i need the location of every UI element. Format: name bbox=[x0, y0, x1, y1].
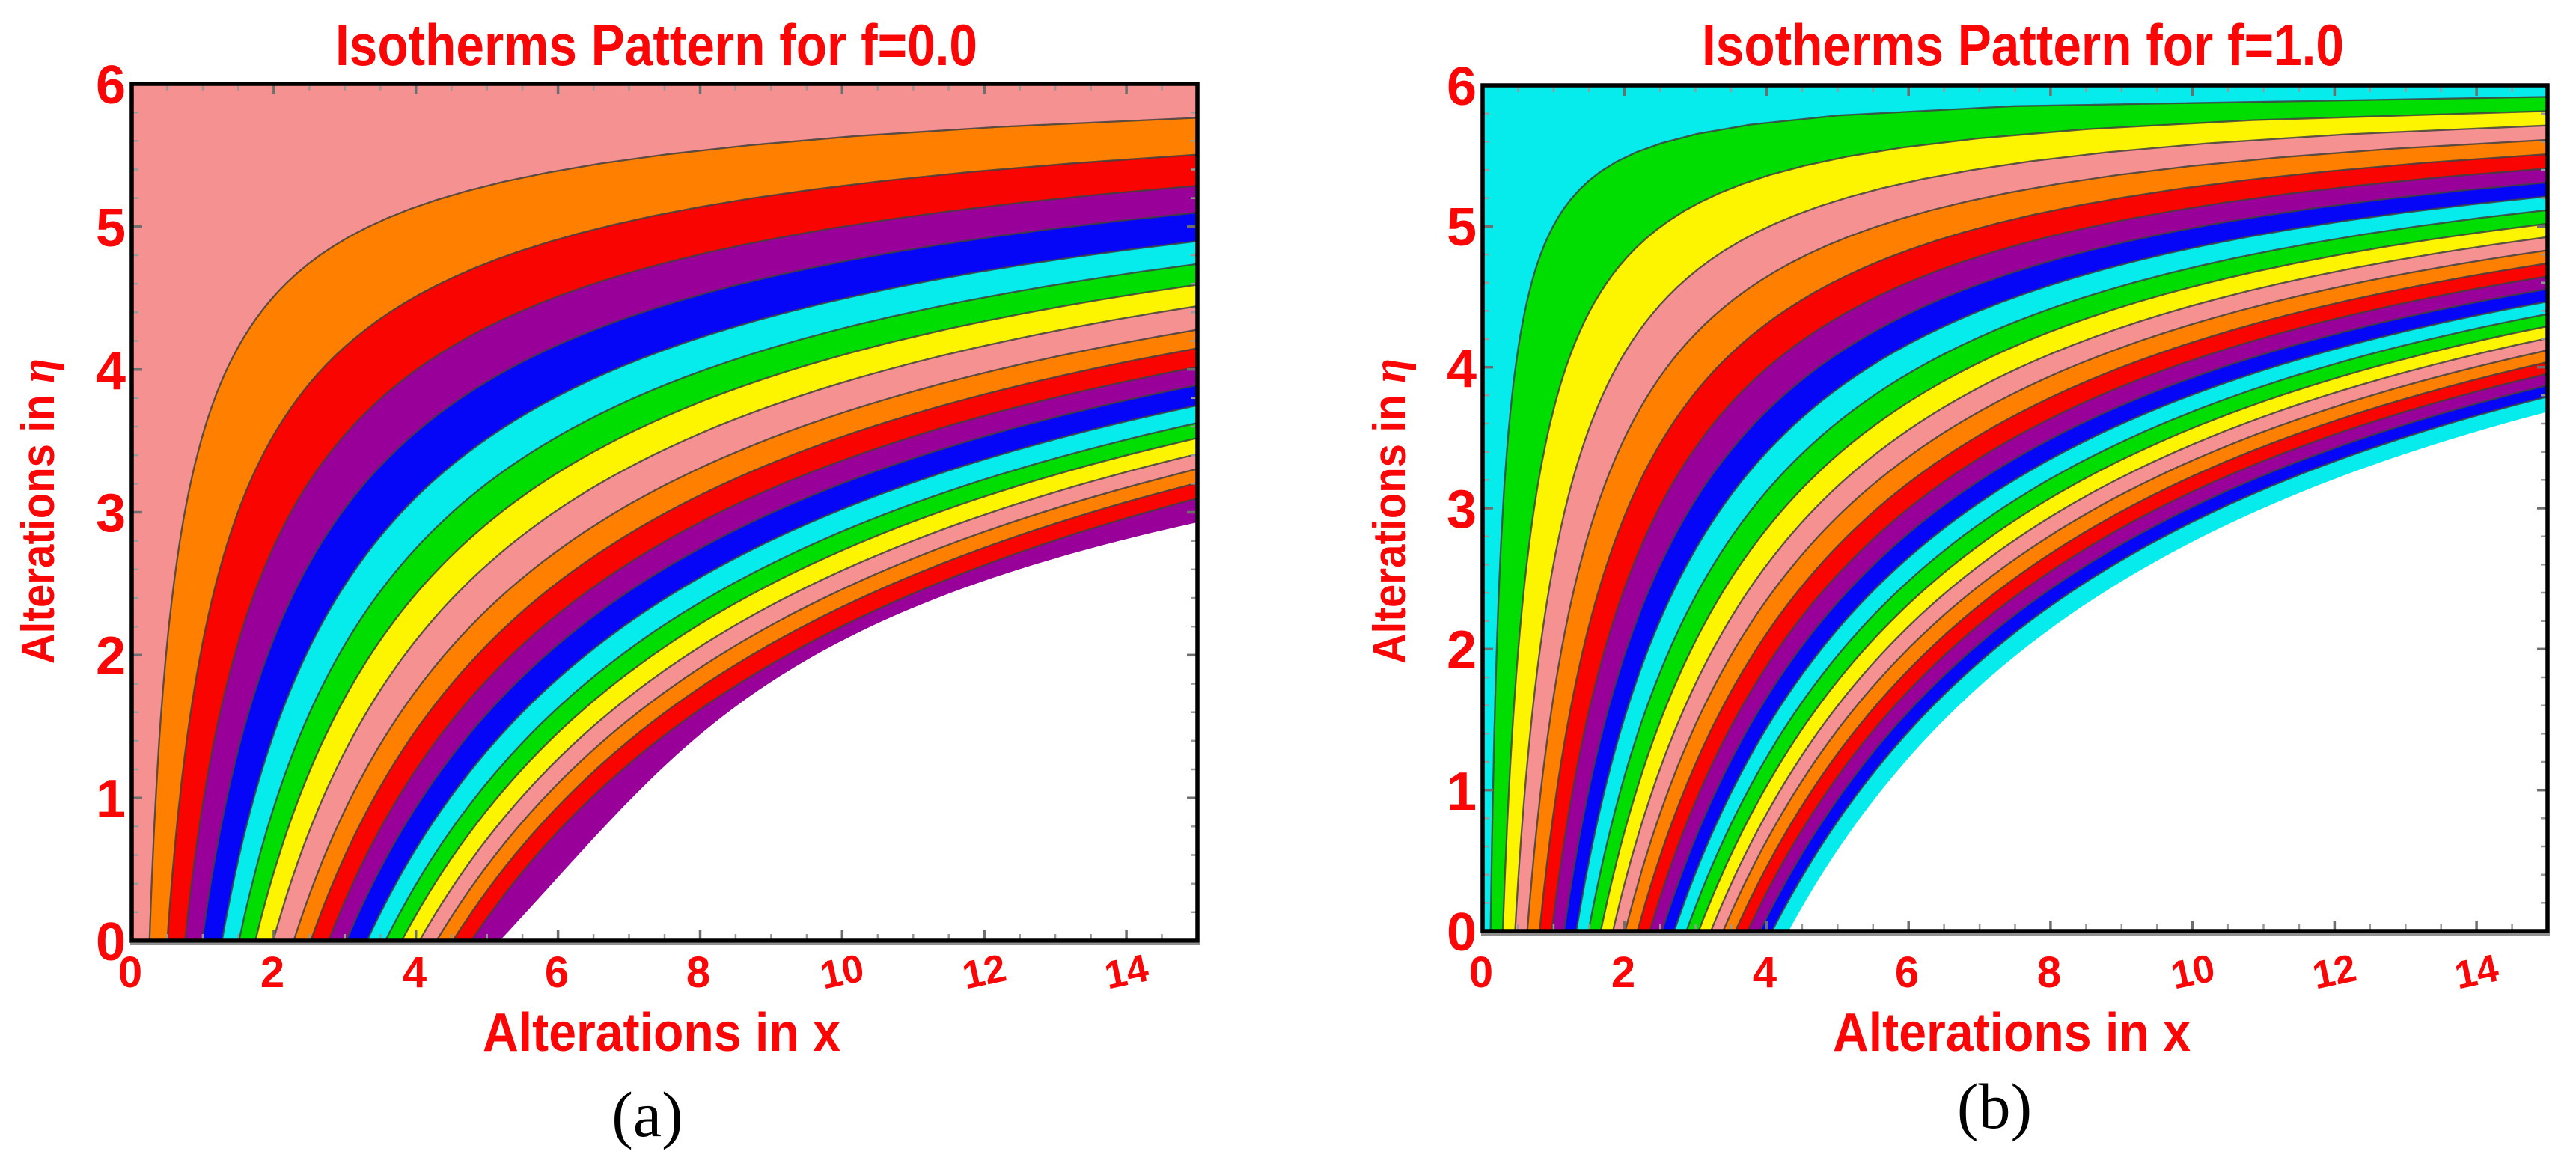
svg-text:8: 8 bbox=[686, 948, 710, 997]
svg-text:4: 4 bbox=[1753, 948, 1777, 997]
svg-text:2: 2 bbox=[96, 626, 126, 686]
svg-text:2: 2 bbox=[1611, 948, 1635, 997]
svg-text:4: 4 bbox=[1447, 339, 1477, 399]
svg-text:10: 10 bbox=[817, 947, 868, 998]
svg-text:4: 4 bbox=[403, 948, 427, 997]
svg-text:Isotherms Pattern for f=0.0: Isotherms Pattern for f=0.0 bbox=[335, 12, 977, 78]
svg-text:3: 3 bbox=[96, 483, 126, 543]
svg-text:Alterations in η: Alterations in η bbox=[10, 358, 65, 664]
svg-text:(a): (a) bbox=[611, 1078, 683, 1150]
svg-text:6: 6 bbox=[1447, 57, 1477, 117]
svg-text:1: 1 bbox=[96, 769, 126, 829]
svg-text:12: 12 bbox=[2309, 947, 2360, 998]
svg-text:5: 5 bbox=[96, 198, 126, 258]
svg-text:4: 4 bbox=[96, 341, 126, 401]
svg-text:Alterations in x: Alterations in x bbox=[483, 1003, 840, 1063]
svg-text:6: 6 bbox=[545, 948, 569, 997]
svg-text:12: 12 bbox=[959, 947, 1010, 998]
svg-text:3: 3 bbox=[1447, 480, 1477, 540]
svg-text:10: 10 bbox=[2167, 947, 2219, 998]
svg-text:Alterations in x: Alterations in x bbox=[1833, 1003, 2191, 1063]
svg-text:0: 0 bbox=[1447, 903, 1477, 962]
svg-text:Alterations in η: Alterations in η bbox=[1362, 358, 1417, 664]
svg-text:2: 2 bbox=[1447, 620, 1477, 680]
svg-text:0: 0 bbox=[96, 912, 126, 972]
svg-text:2: 2 bbox=[260, 948, 284, 997]
svg-text:0: 0 bbox=[1469, 948, 1493, 997]
svg-text:5: 5 bbox=[1447, 198, 1477, 257]
svg-text:0: 0 bbox=[118, 948, 142, 997]
svg-text:Isotherms Pattern for f=1.0: Isotherms Pattern for f=1.0 bbox=[1702, 12, 2344, 78]
svg-text:6: 6 bbox=[96, 55, 126, 115]
svg-text:8: 8 bbox=[2037, 948, 2061, 997]
svg-text:1: 1 bbox=[1447, 762, 1477, 822]
svg-text:6: 6 bbox=[1895, 948, 1919, 997]
svg-text:14: 14 bbox=[2451, 947, 2503, 998]
svg-text:14: 14 bbox=[1101, 947, 1153, 998]
svg-text:(b): (b) bbox=[1957, 1070, 2032, 1142]
